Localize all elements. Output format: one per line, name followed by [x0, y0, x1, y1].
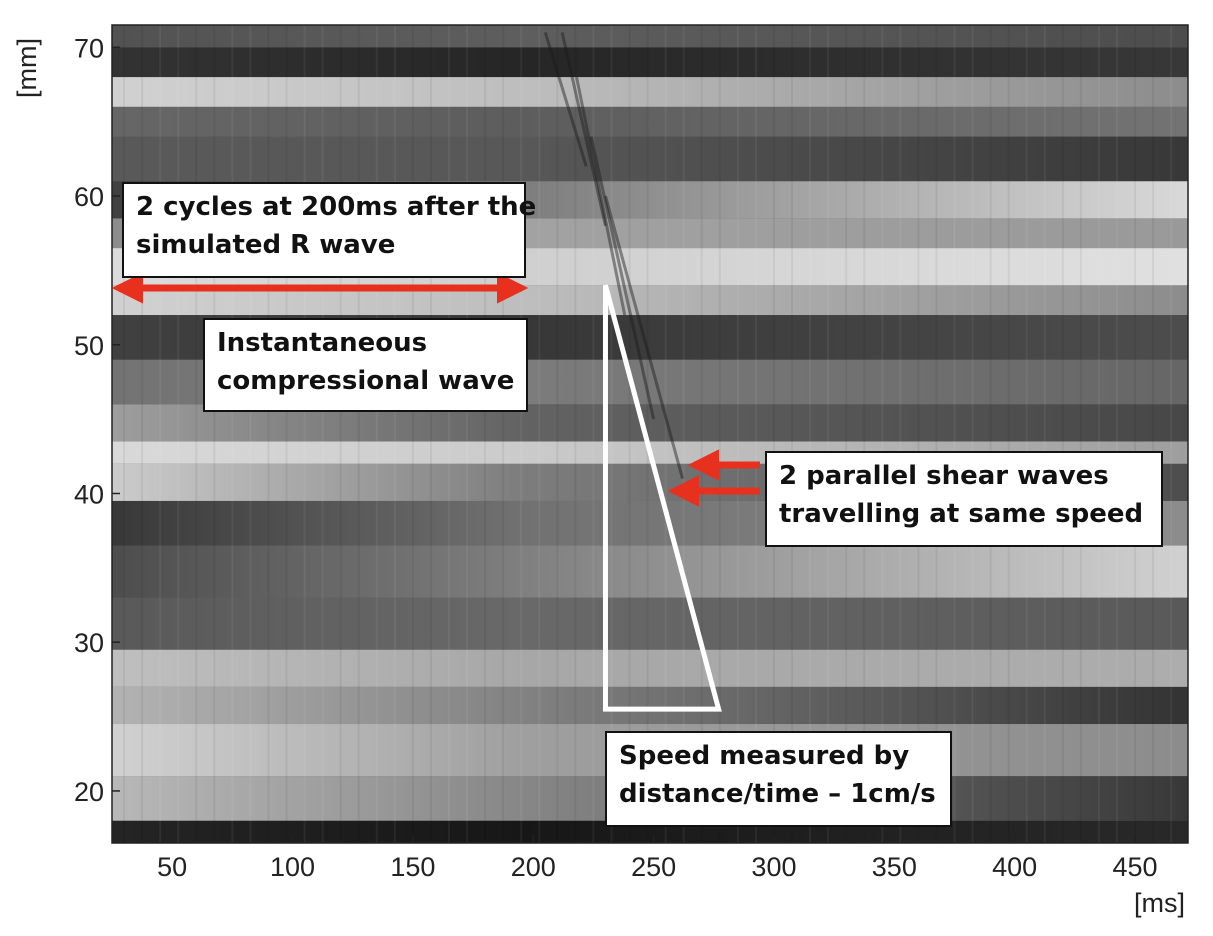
x-tick-label: 100	[270, 852, 315, 882]
y-tick-label: 20	[74, 777, 104, 807]
annotation-line: travelling at same speed	[779, 499, 1144, 529]
x-tick-label: 400	[992, 852, 1037, 882]
x-tick-label: 250	[631, 852, 676, 882]
annotation-line: compressional wave	[217, 366, 515, 396]
annotation-line: distance/time – 1cm/s	[619, 779, 936, 809]
y-tick-label: 50	[74, 331, 104, 361]
intensity-band	[112, 686, 1188, 725]
intensity-band	[112, 77, 1188, 107]
y-axis-ticks: 20 30 40 50 60 70	[74, 33, 120, 807]
annotation-cycles: 2 cycles at 200ms after the simulated R …	[122, 182, 537, 278]
wave-traces	[543, 31, 684, 480]
x-tick-label: 450	[1113, 852, 1158, 882]
annotation-line: Instantaneous	[217, 328, 428, 358]
x-tick-label: 50	[157, 852, 187, 882]
annotation-line: 2 parallel shear waves	[779, 461, 1109, 491]
annotation-line: Speed measured by	[619, 741, 910, 771]
y-tick-label: 30	[74, 628, 104, 658]
wave-trace	[604, 195, 684, 480]
x-tick-label: 350	[872, 852, 917, 882]
intensity-bands	[112, 25, 1188, 843]
annotation-speed: Speed measured by distance/time – 1cm/s	[605, 731, 952, 827]
x-tick-label: 200	[511, 852, 556, 882]
annotation-shear: 2 parallel shear waves travelling at sam…	[765, 451, 1163, 547]
intensity-band	[112, 47, 1188, 78]
x-tick-label: 150	[390, 852, 435, 882]
x-axis-label: [ms]	[1134, 888, 1185, 918]
intensity-band	[112, 25, 1188, 48]
y-tick-label: 70	[74, 33, 104, 63]
annotation-line: 2 cycles at 200ms after the	[136, 192, 537, 222]
y-tick-label: 60	[74, 182, 104, 212]
y-axis-label: [mm]	[12, 38, 42, 98]
plot-area	[112, 25, 1188, 843]
intensity-band	[112, 597, 1188, 650]
x-axis-ticks: 50 100 150 200 250 300 350 400 450	[157, 835, 1158, 882]
y-tick-label: 40	[74, 479, 104, 509]
wave-trace	[560, 32, 607, 227]
x-tick-label: 300	[751, 852, 796, 882]
wave-trace	[543, 31, 588, 167]
intensity-band	[112, 649, 1188, 687]
annotation-compressional: Instantaneous compressional wave	[203, 318, 528, 412]
intensity-band	[112, 106, 1188, 137]
plot-frame	[111, 24, 1189, 844]
annotation-line: simulated R wave	[136, 230, 396, 260]
wave-trace	[575, 76, 627, 316]
speed-triangle	[602, 284, 722, 712]
intensity-band	[112, 545, 1188, 598]
wave-trace	[589, 136, 656, 420]
intensity-band	[112, 136, 1188, 182]
